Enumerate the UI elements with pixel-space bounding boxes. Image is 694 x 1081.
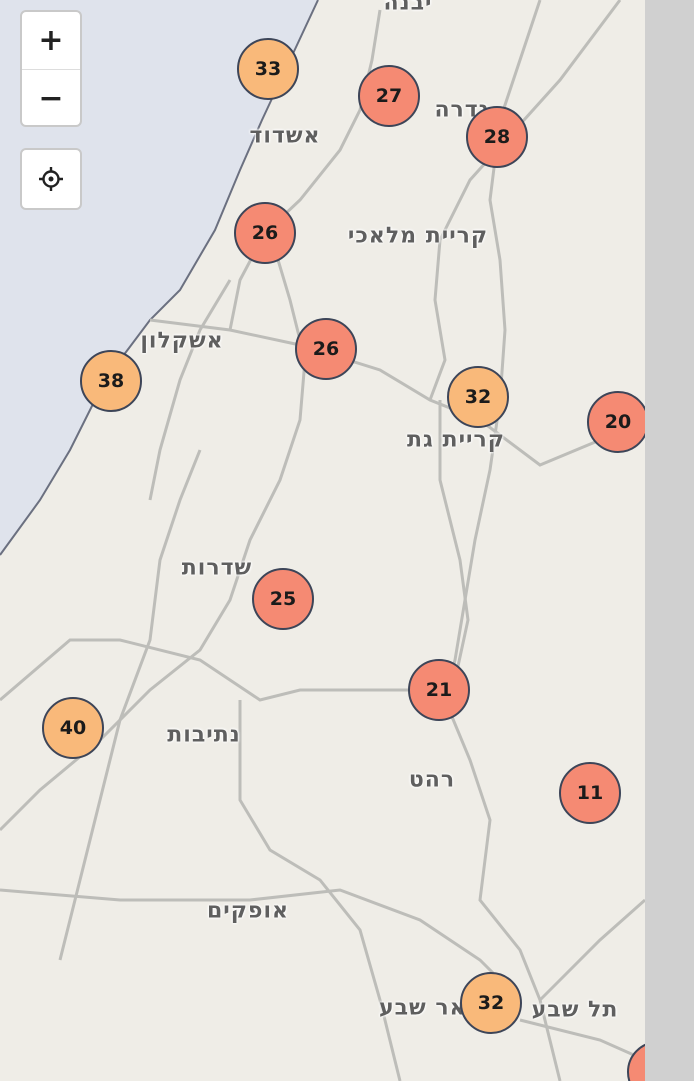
cluster-marker[interactable]: 38	[80, 350, 142, 412]
sea	[0, 0, 318, 555]
place-label: אשדוד	[249, 123, 321, 149]
place-label: קריית גת	[407, 427, 505, 453]
map-base-layer	[0, 0, 645, 1081]
zoom-in-button[interactable]: +	[22, 12, 80, 70]
cluster-marker[interactable]: 32	[447, 366, 509, 428]
cluster-marker[interactable]: 28	[466, 106, 528, 168]
place-label: נתיבות	[167, 722, 241, 748]
cluster-marker[interactable]: 26	[234, 202, 296, 264]
cluster-marker[interactable]: 21	[408, 659, 470, 721]
locate-button[interactable]	[20, 148, 82, 210]
cluster-marker[interactable]: 33	[237, 38, 299, 100]
place-label: אופקים	[206, 898, 290, 924]
place-label: רהט	[408, 767, 456, 793]
map-canvas[interactable]: יבנה גדרה אשדוד קריית מלאכי אשקלון קריית…	[0, 0, 645, 1081]
cluster-marker[interactable]: 20	[587, 391, 645, 453]
side-panel-edge	[645, 0, 694, 1081]
cluster-marker[interactable]: 25	[252, 568, 314, 630]
crosshair-icon	[39, 167, 63, 191]
place-label: קריית מלאכי	[347, 223, 489, 249]
cluster-marker[interactable]: 40	[42, 697, 104, 759]
zoom-out-button[interactable]: −	[38, 80, 64, 116]
place-label: יבנה	[383, 0, 433, 16]
cluster-marker[interactable]: 26	[295, 318, 357, 380]
cluster-marker[interactable]: 11	[559, 762, 621, 824]
cluster-marker[interactable]: 32	[460, 972, 522, 1034]
zoom-control: + −	[20, 10, 82, 127]
place-label: תל שבע	[531, 997, 619, 1023]
place-label: אשקלון	[140, 328, 224, 354]
place-label: שדרות	[181, 555, 253, 581]
coastline	[0, 0, 319, 556]
cluster-marker[interactable]: 27	[358, 65, 420, 127]
